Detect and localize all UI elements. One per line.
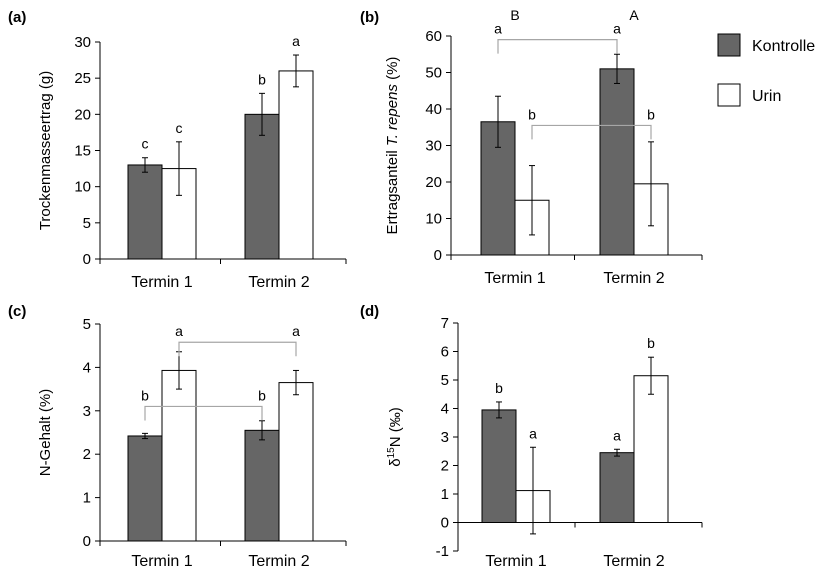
y-tick-label: 20	[74, 106, 91, 123]
y-tick-label: -1	[436, 543, 449, 560]
bar-urin-2	[633, 375, 669, 523]
panel-label: (c)	[8, 303, 26, 320]
bracket-letter: b	[647, 106, 655, 122]
significance-letter: c	[142, 136, 149, 152]
category-label: Termin 2	[603, 553, 664, 566]
comparison-bracket	[531, 124, 652, 140]
y-tick-label: 25	[74, 70, 91, 87]
y-tick-label: 60	[425, 28, 442, 45]
y-tick-label: 5	[83, 316, 91, 333]
y-tick-label: 0	[83, 251, 91, 268]
legend-swatch-urin	[717, 83, 741, 107]
y-tick-label: 6	[441, 344, 449, 361]
legend-label-urin: Urin	[752, 88, 781, 105]
y-tick-label: 3	[83, 403, 91, 420]
y-tick-label: 4	[441, 401, 449, 418]
panel-2: (b) 0 10 20 30 40 50 60 Termin 1 Termin 2 Ertragsa…	[360, 7, 703, 287]
y-axis-title-part: Ertragsanteil	[384, 146, 401, 234]
bar-kontrolle-2	[599, 68, 635, 256]
bar-kontrolle-1	[127, 164, 163, 260]
legend-swatch-kontrolle	[717, 33, 741, 57]
bar-kontrolle-2	[244, 113, 280, 260]
group-letter: A	[629, 7, 639, 23]
y-tick-label: 0	[441, 515, 449, 532]
y-axis-title-part: N (‰)	[387, 407, 404, 447]
y-tick-label: 7	[441, 315, 449, 332]
y-tick-label: 40	[425, 101, 442, 118]
y-tick-label: 10	[425, 211, 442, 228]
y-tick-label: 5	[441, 372, 449, 389]
y-tick-label: 10	[74, 179, 91, 196]
panel-3: (c) 0 1 2 3 4 5 Termin 1 Termin 2 N-Gehalt (%) a a b…	[8, 303, 347, 566]
y-axis-title-part: δ	[387, 458, 404, 466]
panel-label: (b)	[360, 9, 379, 26]
y-tick-label: 5	[83, 215, 91, 232]
legend: Kontrolle Urin	[717, 33, 815, 107]
y-axis-title-part: (%)	[384, 57, 401, 85]
bracket-letter: a	[494, 21, 502, 37]
y-axis-title: Ertragsanteil T. repens (%)	[384, 57, 401, 235]
y-axis-title: N-Gehalt (%)	[37, 389, 54, 477]
bar-kontrolle-1	[127, 435, 163, 542]
bar-urin-1	[161, 369, 197, 542]
comparison-bracket	[144, 405, 263, 421]
bar-kontrolle-2	[244, 429, 280, 542]
category-label: Termin 1	[131, 274, 192, 291]
significance-letter: a	[613, 427, 621, 443]
comparison-bracket	[497, 39, 618, 54]
category-label: Termin 1	[131, 553, 192, 566]
bracket-letter: a	[175, 323, 183, 339]
category-label: Termin 1	[485, 553, 546, 566]
y-tick-label: 30	[425, 138, 442, 155]
bracket-letter: a	[292, 323, 300, 339]
legend-label-kontrolle: Kontrolle	[752, 38, 815, 55]
y-tick-label: 0	[83, 533, 91, 550]
bar-kontrolle-1	[481, 409, 517, 523]
bracket-letter: b	[528, 106, 536, 122]
panel-1: (a) 0 5 10 15 20 25 30 Termin 1 Termin 2 Trockenma…	[8, 9, 347, 291]
significance-letter: b	[258, 71, 266, 87]
panel-label: (a)	[8, 9, 26, 26]
y-tick-label: 1	[441, 486, 449, 503]
bracket-letter: a	[613, 21, 621, 37]
y-axis-title-superscript: 15	[386, 447, 397, 459]
y-axis-title: Trockenmasseertrag (g)	[37, 71, 54, 231]
panel-4: (d) -1 0 1 2 3 4 5 6 7 Termin 1 Termin 2 δ15N (‰) b a a…	[360, 303, 703, 566]
significance-letter: c	[176, 120, 183, 136]
y-tick-label: 3	[441, 429, 449, 446]
y-tick-label: 4	[83, 359, 91, 376]
bracket-letter: b	[258, 387, 266, 403]
bar-kontrolle-2	[599, 452, 635, 523]
y-axis-title-species: T. repens	[384, 84, 401, 146]
comparison-bracket	[178, 341, 297, 357]
category-label: Termin 2	[603, 270, 664, 287]
category-label: Termin 1	[484, 270, 545, 287]
significance-letter: a	[529, 425, 537, 441]
y-tick-label: 15	[74, 143, 91, 160]
y-tick-label: 20	[425, 174, 442, 191]
y-tick-label: 0	[434, 247, 442, 264]
y-tick-label: 30	[74, 34, 91, 51]
bar-urin-2	[278, 70, 314, 260]
significance-letter: b	[647, 335, 655, 351]
panel-label: (d)	[360, 303, 379, 320]
category-label: Termin 2	[248, 553, 309, 566]
y-tick-label: 1	[83, 490, 91, 507]
significance-letter: b	[495, 380, 503, 396]
y-tick-label: 2	[441, 458, 449, 475]
bar-urin-2	[278, 382, 314, 542]
y-tick-label: 50	[425, 65, 442, 82]
bar-kontrolle-1	[480, 121, 516, 256]
significance-letter: a	[292, 33, 300, 49]
bracket-letter: b	[141, 387, 149, 403]
category-label: Termin 2	[248, 274, 309, 291]
y-tick-label: 2	[83, 446, 91, 463]
y-axis-title: δ15N (‰)	[386, 407, 404, 466]
group-letter: B	[510, 7, 519, 23]
